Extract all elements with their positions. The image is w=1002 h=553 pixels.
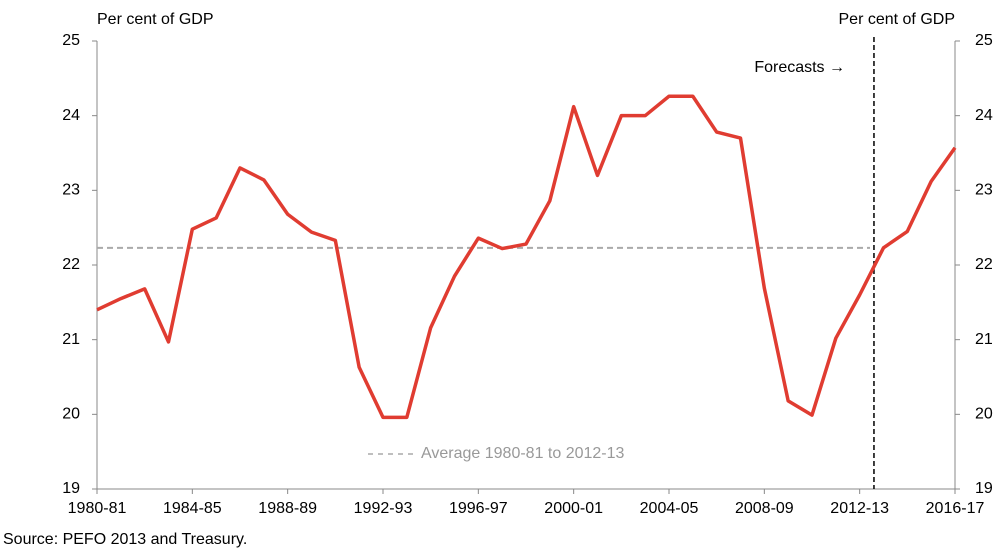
annotation: Forecasts →: [754, 59, 845, 76]
y2-tick-label: 25: [975, 32, 993, 49]
y2-tick-label: 20: [975, 406, 993, 423]
y-tick-label: 23: [62, 182, 80, 199]
series-line: [96, 94, 957, 420]
y-tick-label: 24: [62, 107, 80, 124]
y2-tick-label: 24: [975, 107, 993, 124]
average-label: Average 1980-81 to 2012-13: [421, 445, 625, 462]
y-axis-label: Per cent of GDP: [97, 11, 214, 28]
x-tick-label: 2004-05: [640, 500, 699, 517]
x-tick-label: 1980-81: [68, 500, 127, 517]
x-tick-label: 2008-09: [735, 500, 794, 517]
x-tick-label: 1988-89: [258, 500, 317, 517]
y-tick-label: 21: [62, 331, 80, 348]
source: Source: PEFO 2013 and Treasury.: [3, 531, 247, 548]
y2-tick-label: 21: [975, 331, 993, 348]
x-tick-label: 2016-17: [926, 500, 985, 517]
y-tick-label: 20: [62, 406, 80, 423]
x-tick-label: 1992-93: [354, 500, 413, 517]
x-tick-label: 1984-85: [163, 500, 222, 517]
y2-axis-label: Per cent of GDP: [839, 11, 956, 28]
y2-tick-label: 19: [975, 480, 993, 497]
x-tick-label: 1996-97: [449, 500, 508, 517]
y2-tick-label: 23: [975, 182, 993, 199]
y2-tick-label: 22: [975, 256, 993, 273]
y-tick-label: 19: [62, 480, 80, 497]
y-tick-label: 25: [62, 32, 80, 49]
y-tick-label: 22: [62, 256, 80, 273]
x-tick-label: 2012-13: [830, 500, 889, 517]
x-tick-label: 2000-01: [544, 500, 603, 517]
